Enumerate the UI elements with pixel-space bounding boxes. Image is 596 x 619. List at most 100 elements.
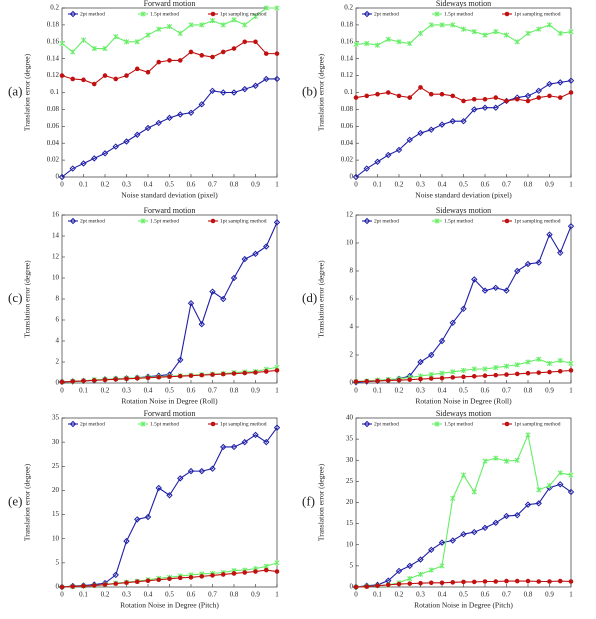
marker <box>546 231 553 238</box>
marker <box>525 578 531 584</box>
marker <box>188 22 194 28</box>
marker <box>439 22 445 28</box>
y-tick-label: 15 <box>52 510 60 518</box>
panel-label: (a) <box>8 83 22 98</box>
y-tick-label: 2 <box>56 358 60 366</box>
x-tick-label: 0.9 <box>545 181 554 189</box>
marker <box>144 124 152 132</box>
marker <box>113 34 119 40</box>
marker <box>353 41 359 47</box>
x-tick-label: 0.1 <box>373 591 382 599</box>
marker <box>113 76 119 82</box>
legend-marker <box>504 218 510 224</box>
marker <box>374 158 381 165</box>
marker <box>81 378 86 384</box>
marker <box>557 481 564 488</box>
marker <box>199 574 205 579</box>
legend-label: 1.5pt method <box>444 218 473 224</box>
marker <box>546 22 553 28</box>
marker <box>58 173 66 181</box>
panel-label: (e) <box>8 493 22 508</box>
marker <box>567 222 575 230</box>
marker <box>187 109 195 116</box>
marker <box>482 373 488 379</box>
marker <box>546 483 553 489</box>
x-tick-label: 0.7 <box>208 591 217 599</box>
marker <box>253 569 258 574</box>
marker <box>568 368 574 373</box>
marker <box>263 438 270 446</box>
marker <box>504 98 509 104</box>
marker <box>144 513 152 521</box>
marker <box>461 98 466 104</box>
marker <box>493 455 499 461</box>
marker <box>503 32 510 38</box>
marker <box>471 366 477 372</box>
chart-title: Forward motion <box>144 206 196 215</box>
marker <box>273 219 281 226</box>
marker <box>198 467 205 475</box>
marker <box>263 5 269 11</box>
legend-marker <box>210 11 216 17</box>
x-axis-label: Rotation Noise in Degree (Pitch) <box>414 601 513 610</box>
legend-marker <box>363 420 371 428</box>
marker <box>252 82 259 89</box>
marker <box>274 368 280 373</box>
marker <box>460 118 467 125</box>
marker <box>536 370 542 375</box>
marker <box>91 155 98 162</box>
x-tick-label: 0.2 <box>101 387 110 395</box>
marker <box>210 54 215 60</box>
y-tick-label: 0 <box>56 583 60 591</box>
marker <box>471 29 477 35</box>
legend-marker <box>434 218 440 224</box>
marker <box>504 372 509 377</box>
marker <box>407 40 413 47</box>
marker <box>460 305 467 313</box>
marker <box>177 58 183 63</box>
marker <box>252 13 259 20</box>
x-tick-label: 0.8 <box>230 387 239 395</box>
marker <box>568 360 574 366</box>
y-tick-label: 20 <box>52 486 60 494</box>
plot-frame <box>61 417 278 588</box>
y-tick-label: 0.18 <box>47 21 60 29</box>
marker <box>352 173 360 181</box>
y-tick-label: 0 <box>350 379 354 387</box>
y-tick-label: 10 <box>346 540 354 548</box>
legend-label: 1pt sampling method <box>514 11 561 17</box>
x-tick-label: 0.2 <box>101 181 110 189</box>
marker <box>145 375 151 381</box>
marker <box>493 29 499 35</box>
marker <box>70 584 76 589</box>
x-tick-label: 0.1 <box>79 387 88 395</box>
marker <box>438 337 446 345</box>
marker <box>385 582 391 588</box>
marker <box>242 570 248 575</box>
marker <box>536 487 542 493</box>
marker <box>59 73 65 78</box>
x-tick-label: 0.9 <box>251 591 260 599</box>
x-tick-label: 0.1 <box>79 591 88 599</box>
marker <box>177 356 184 364</box>
legend-marker <box>69 217 77 225</box>
marker <box>460 367 467 373</box>
marker <box>209 87 216 95</box>
marker <box>70 379 76 384</box>
marker <box>568 579 574 584</box>
marker <box>134 579 140 584</box>
marker <box>220 572 226 577</box>
marker <box>241 438 248 446</box>
y-tick-label: 0.04 <box>47 139 60 147</box>
marker <box>535 500 542 507</box>
marker <box>557 368 563 374</box>
marker <box>241 85 248 93</box>
marker <box>187 467 195 475</box>
marker <box>547 369 552 375</box>
marker <box>428 351 435 359</box>
marker <box>525 370 531 376</box>
y-tick-label: 0.12 <box>47 71 60 79</box>
y-tick-label: 35 <box>346 435 354 443</box>
legend-label: 1pt sampling method <box>220 218 267 224</box>
